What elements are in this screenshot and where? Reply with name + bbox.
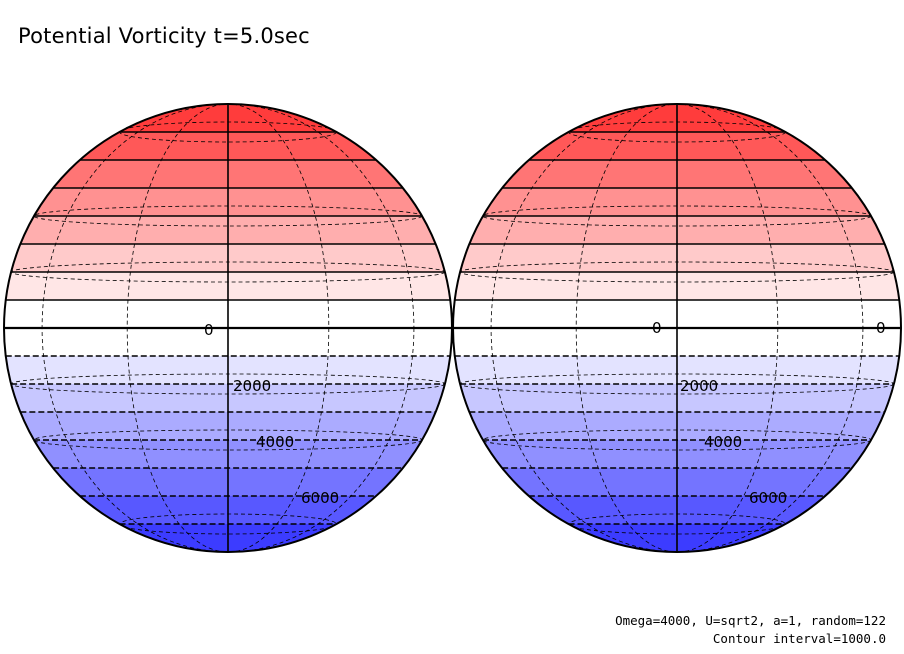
contour-label-4000: 4000 [704,433,742,451]
globe-outline [452,103,902,553]
contour-label-6000: 6000 [749,489,787,507]
parameters-caption: Omega=4000, U=sqrt2, a=1, random=122 [615,613,886,628]
contour-label-2000: 2000 [680,377,718,395]
contour-interval-caption: Contour interval=1000.0 [712,631,886,646]
contour-label-4000: 4000 [256,433,294,451]
contour-label-6000: 6000 [301,489,339,507]
left-globe [3,103,453,553]
contour-label-0: 0 [876,319,886,337]
plot-title: Potential Vorticity t=5.0sec [18,24,310,48]
contour-label-0: 0 [652,319,662,337]
contour-label-0: 0 [204,321,214,339]
right-globe [452,103,902,553]
contour-label-2000: 2000 [233,377,271,395]
